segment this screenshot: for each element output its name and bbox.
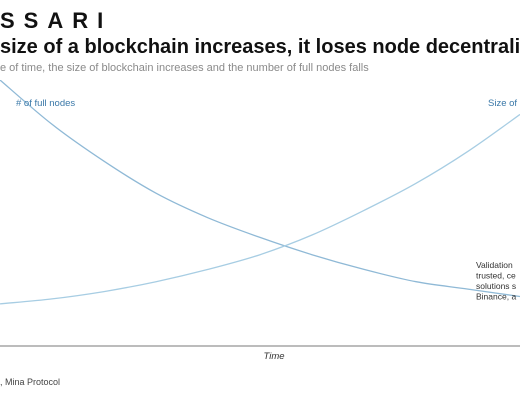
series-label-size: Size of b	[488, 98, 520, 109]
line-chart: # of full nodes Size of b Validationtrus…	[0, 80, 520, 362]
series-line-1	[0, 113, 520, 305]
annotation-line: solutions s	[476, 281, 516, 291]
x-axis-label: Time	[263, 351, 284, 362]
brand-logo: SSARI	[0, 8, 113, 33]
annotation-line: Validation	[476, 260, 513, 270]
chart-title: size of a blockchain increases, it loses…	[0, 36, 520, 58]
annotation-line: trusted, ce	[476, 271, 516, 281]
annotation-line: Binance, a	[476, 292, 516, 302]
series-line-0	[0, 80, 520, 298]
source-note: , Mina Protocol	[0, 377, 61, 387]
chart-subtitle: e of time, the size of blockchain increa…	[0, 62, 369, 74]
series-label-full-nodes: # of full nodes	[16, 98, 75, 109]
chart-plot-area: # of full nodes Size of b Validationtrus…	[0, 80, 520, 380]
